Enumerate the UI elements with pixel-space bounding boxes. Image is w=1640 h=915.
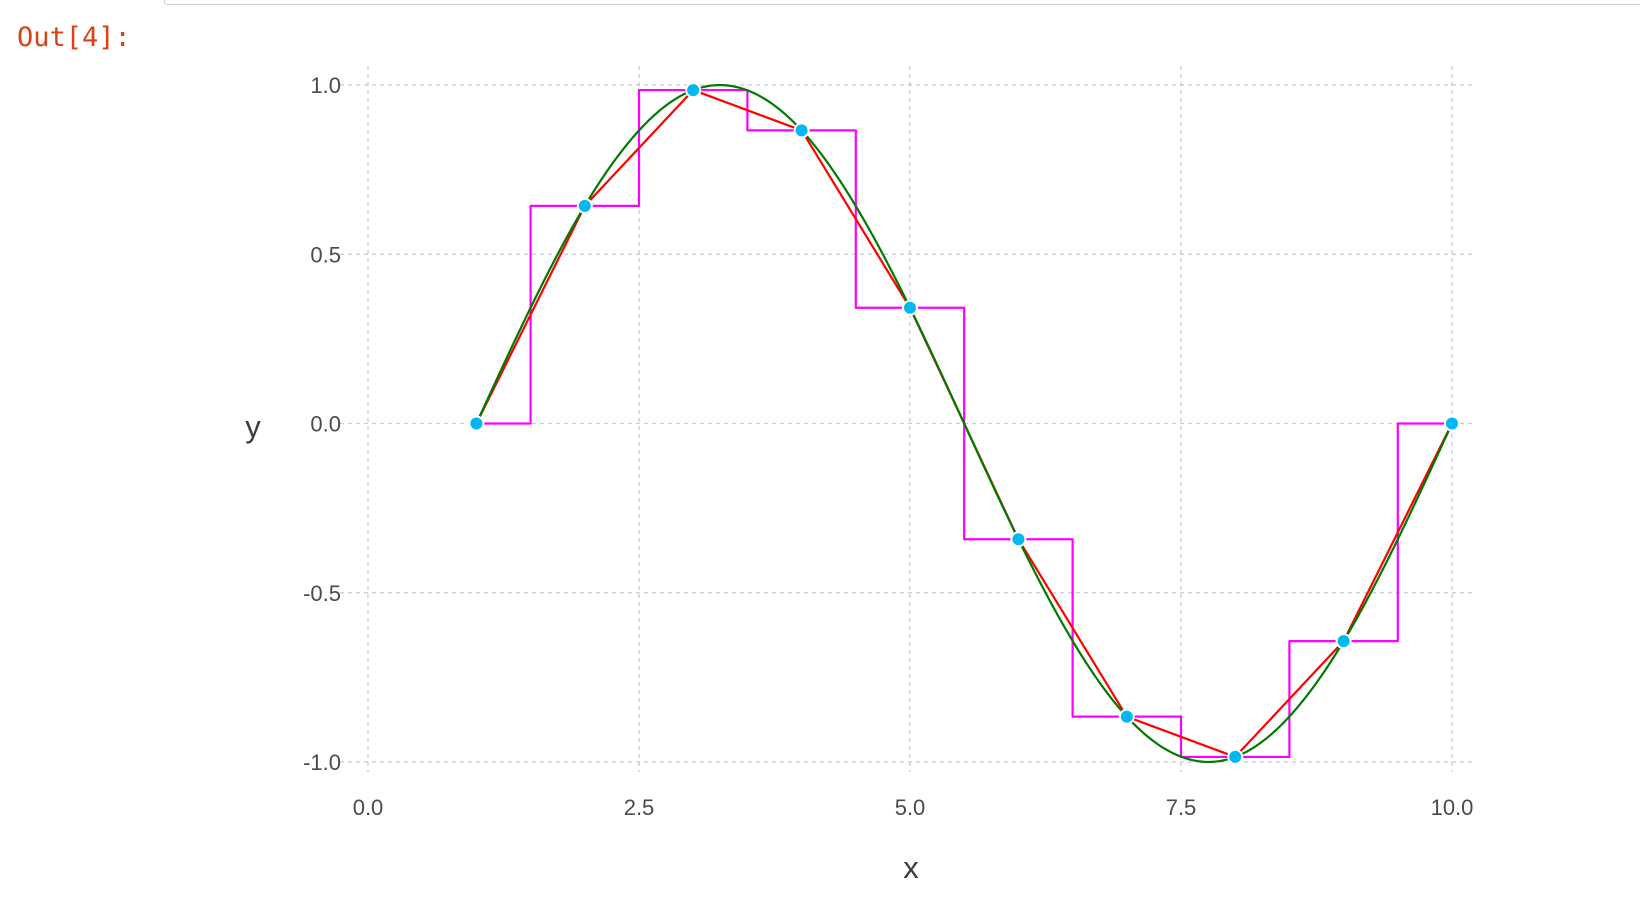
- y-tick-label: 1.0: [310, 73, 341, 98]
- data-point: [1335, 633, 1352, 650]
- data-point: [468, 415, 485, 432]
- data-point: [1227, 748, 1244, 765]
- data-points: [468, 82, 1460, 765]
- y-tick-label: -0.5: [303, 581, 341, 606]
- y-tick-label: 0.5: [310, 242, 341, 267]
- x-tick-label: 5.0: [895, 795, 926, 820]
- data-point: [1010, 531, 1027, 548]
- output-prompt: Out[4]:: [17, 22, 131, 53]
- data-point: [685, 82, 702, 99]
- y-axis-title: y: [245, 409, 261, 444]
- x-axis-title: x: [903, 850, 919, 885]
- data-point: [902, 299, 918, 316]
- x-tick-label: 0.0: [353, 795, 384, 820]
- x-tick-label: 7.5: [1166, 795, 1197, 820]
- x-tick-label: 2.5: [624, 795, 655, 820]
- series: [475, 83, 1453, 764]
- grid: [340, 66, 1472, 772]
- data-point: [1118, 708, 1135, 725]
- y-tick-label: 0.0: [310, 412, 341, 437]
- data-point: [576, 197, 593, 214]
- data-point: [793, 122, 810, 139]
- tick-labels: 0.0 2.5 5.0 7.5 10.0 -1.0 -0.5 0.0 0.5 1.0: [303, 73, 1473, 820]
- series-line-smooth: [475, 83, 1453, 764]
- data-point: [1444, 415, 1460, 432]
- x-tick-label: 10.0: [1431, 795, 1474, 820]
- previous-cell-border: [164, 0, 1640, 5]
- y-tick-label: -1.0: [303, 750, 341, 775]
